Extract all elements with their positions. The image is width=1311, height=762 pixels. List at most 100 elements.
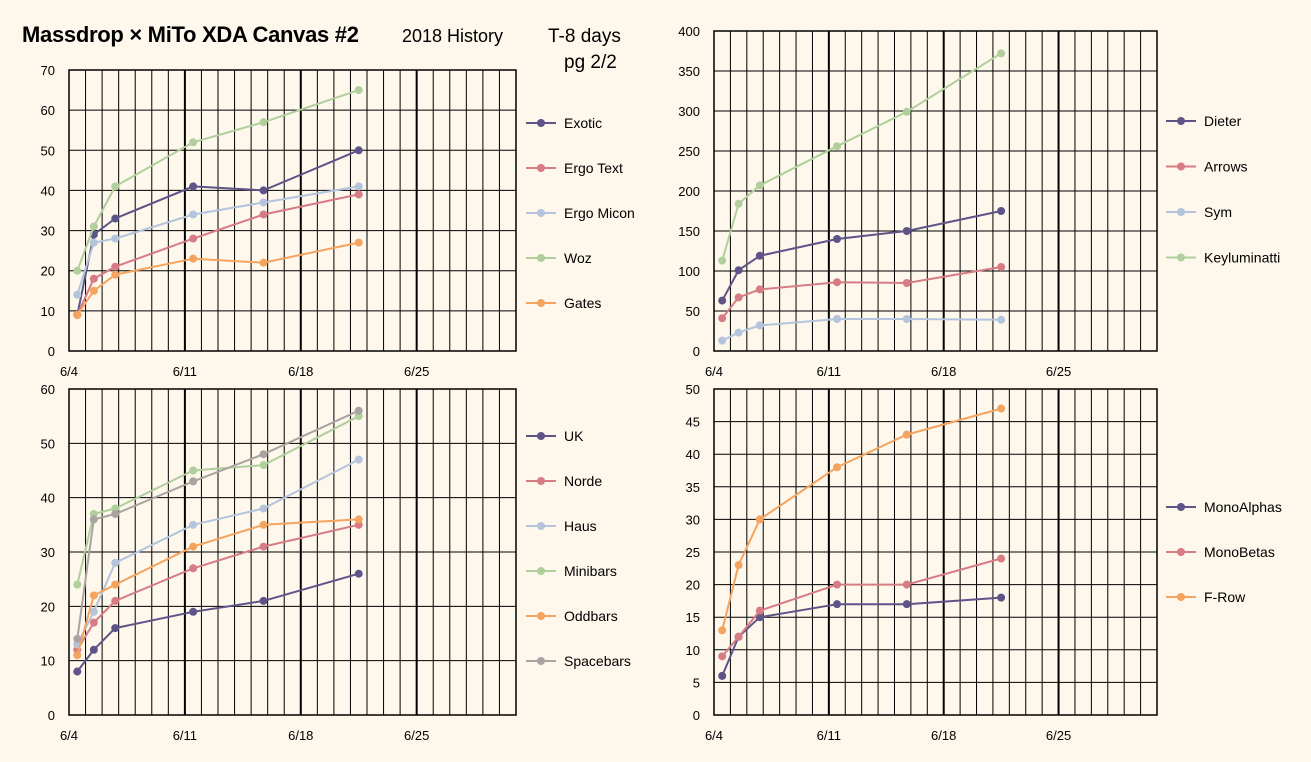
data-point <box>833 315 842 323</box>
x-tick-label: 6/4 <box>60 364 78 379</box>
legend-marker <box>537 164 545 172</box>
data-point <box>997 207 1006 215</box>
y-tick-label: 35 <box>686 480 700 495</box>
plot-border <box>713 388 1158 716</box>
data-point <box>89 591 98 600</box>
y-tick-label: 50 <box>41 143 55 158</box>
data-point <box>189 234 198 243</box>
y-tick-label: 10 <box>686 643 700 658</box>
data-point <box>73 580 82 589</box>
page-number: pg 2/2 <box>564 52 617 73</box>
x-tick-label: 6/4 <box>705 728 723 743</box>
legend-marker <box>537 299 545 307</box>
x-tick-label: 6/18 <box>931 728 956 743</box>
series-line-monoalphas <box>721 596 1002 677</box>
data-point <box>902 107 911 116</box>
series-line-woz <box>76 89 360 272</box>
data-point <box>833 580 842 589</box>
plot-border <box>68 388 517 716</box>
data-point <box>259 542 268 551</box>
data-point <box>997 49 1006 58</box>
legend-marker <box>537 432 545 440</box>
y-tick-label: 30 <box>686 512 700 527</box>
data-point <box>259 198 268 207</box>
data-point <box>997 263 1006 271</box>
data-point <box>189 542 198 551</box>
data-point <box>997 404 1006 413</box>
data-point <box>189 520 198 529</box>
x-tick-label: 6/11 <box>173 364 197 379</box>
legend-label: MonoAlphas <box>1204 499 1282 515</box>
data-point <box>73 310 82 319</box>
data-point <box>189 564 198 573</box>
data-point <box>902 600 911 609</box>
y-tick-label: 50 <box>41 436 55 451</box>
countdown-label: T-8 days <box>548 26 621 47</box>
y-tick-label: 100 <box>678 264 700 279</box>
x-tick-label: 6/11 <box>817 728 841 743</box>
y-tick-label: 200 <box>678 184 700 199</box>
y-tick-label: 300 <box>678 104 700 119</box>
data-point <box>259 210 268 219</box>
y-tick-label: 0 <box>48 344 55 359</box>
legend-marker <box>537 522 545 530</box>
data-point <box>833 142 842 151</box>
data-point <box>111 270 120 279</box>
y-tick-label: 15 <box>686 610 700 625</box>
y-tick-label: 60 <box>41 103 55 118</box>
legend-marker <box>1177 162 1185 171</box>
y-tick-label: 20 <box>41 599 55 614</box>
data-point <box>89 645 98 654</box>
series-line-ergo-text <box>76 193 359 316</box>
plot-border <box>713 30 1158 352</box>
data-point <box>259 258 268 267</box>
data-point <box>354 190 363 199</box>
data-point <box>718 296 727 305</box>
legend-label: MonoBetas <box>1204 544 1275 560</box>
data-point <box>734 266 743 275</box>
legend-label: Minibars <box>564 563 617 579</box>
y-tick-label: 40 <box>686 447 700 462</box>
series-line-monobetas <box>721 557 1002 657</box>
data-point <box>111 558 120 567</box>
y-tick-label: 350 <box>678 64 700 79</box>
data-point <box>189 466 198 475</box>
data-point <box>111 580 120 589</box>
data-point <box>89 274 98 283</box>
series-line-uk <box>76 572 359 673</box>
data-point <box>354 182 363 191</box>
y-tick-label: 30 <box>41 545 55 560</box>
legend-label: Spacebars <box>564 653 631 669</box>
plot-border <box>68 69 517 352</box>
y-tick-label: 150 <box>678 224 700 239</box>
y-tick-label: 30 <box>41 224 55 239</box>
data-point <box>354 406 363 415</box>
data-point <box>73 634 82 643</box>
data-point <box>354 515 363 524</box>
data-point <box>734 561 743 570</box>
data-point <box>755 285 764 294</box>
legend-label: Haus <box>564 518 597 534</box>
y-tick-label: 70 <box>41 63 55 78</box>
data-point <box>189 477 198 486</box>
data-point <box>755 606 764 615</box>
x-tick-label: 6/11 <box>817 364 841 379</box>
series-line-arrows <box>721 266 1002 319</box>
data-point <box>902 227 911 235</box>
data-point <box>189 254 198 263</box>
data-point <box>111 509 120 518</box>
x-tick-label: 6/4 <box>60 728 78 743</box>
data-point <box>73 266 82 275</box>
data-point <box>755 613 764 622</box>
data-point <box>755 251 764 260</box>
y-tick-label: 40 <box>41 183 55 198</box>
data-point <box>354 569 363 578</box>
y-tick-label: 250 <box>678 144 700 159</box>
data-point <box>755 181 764 190</box>
legend-label: Arrows <box>1204 159 1248 175</box>
legend-label: Ergo Micon <box>564 205 635 221</box>
x-tick-label: 6/25 <box>1046 728 1071 743</box>
page-title: Massdrop × MiTo XDA Canvas #2 <box>22 22 359 47</box>
y-tick-label: 50 <box>686 304 700 319</box>
